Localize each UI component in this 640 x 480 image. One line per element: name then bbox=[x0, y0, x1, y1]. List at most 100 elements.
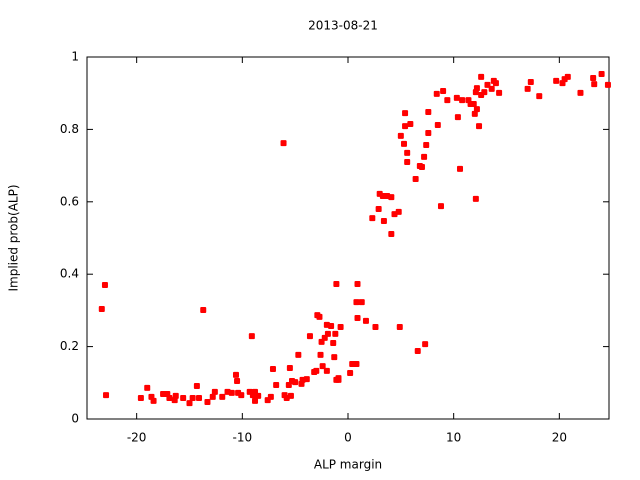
point bbox=[459, 97, 466, 104]
point bbox=[457, 165, 464, 172]
point bbox=[101, 282, 108, 289]
y-tick-label: 1 bbox=[71, 50, 79, 64]
point bbox=[255, 392, 262, 399]
point bbox=[358, 299, 365, 306]
point bbox=[234, 377, 241, 384]
point bbox=[280, 140, 287, 147]
point bbox=[137, 395, 144, 402]
point bbox=[252, 397, 259, 404]
point bbox=[228, 389, 235, 396]
point bbox=[492, 80, 499, 87]
point bbox=[269, 366, 276, 373]
point bbox=[193, 383, 200, 390]
x-tick-label: -10 bbox=[233, 431, 253, 445]
point bbox=[353, 360, 360, 367]
point bbox=[333, 280, 340, 287]
point bbox=[353, 299, 360, 306]
y-tick-label: 0.8 bbox=[60, 122, 79, 136]
point bbox=[316, 313, 323, 320]
point bbox=[402, 110, 409, 117]
point bbox=[470, 101, 477, 108]
point bbox=[306, 333, 313, 340]
point bbox=[313, 367, 320, 374]
x-tick-label: -20 bbox=[127, 431, 147, 445]
point bbox=[186, 400, 193, 407]
point bbox=[471, 110, 478, 117]
y-axis-label: Implied prob(ALP) bbox=[7, 184, 21, 291]
point bbox=[232, 371, 239, 378]
point bbox=[144, 384, 151, 391]
point bbox=[577, 89, 584, 96]
point bbox=[292, 379, 299, 386]
point bbox=[564, 73, 571, 80]
y-tick-label: 0 bbox=[71, 412, 79, 426]
point bbox=[388, 194, 395, 201]
point bbox=[248, 333, 255, 340]
point bbox=[590, 74, 597, 81]
point bbox=[323, 367, 330, 374]
point bbox=[395, 208, 402, 215]
x-tick-label: 20 bbox=[552, 431, 567, 445]
point bbox=[412, 175, 419, 182]
point bbox=[347, 370, 354, 377]
point bbox=[434, 122, 441, 129]
point bbox=[453, 94, 460, 101]
point bbox=[473, 85, 480, 92]
point bbox=[328, 322, 335, 329]
point bbox=[444, 97, 451, 104]
point bbox=[496, 89, 503, 96]
point bbox=[598, 71, 605, 78]
point bbox=[219, 393, 226, 400]
point bbox=[454, 114, 461, 121]
y-tick-label: 0.6 bbox=[60, 194, 79, 208]
point bbox=[476, 123, 483, 130]
point bbox=[404, 158, 411, 165]
point bbox=[488, 85, 495, 92]
plot-frame bbox=[86, 56, 610, 420]
point bbox=[414, 347, 421, 354]
point bbox=[425, 130, 432, 137]
point bbox=[380, 217, 387, 224]
point bbox=[369, 215, 376, 222]
point bbox=[286, 364, 293, 371]
point bbox=[553, 77, 560, 84]
point bbox=[330, 339, 337, 346]
point bbox=[478, 73, 485, 80]
point bbox=[331, 354, 338, 361]
point bbox=[423, 141, 430, 148]
point bbox=[200, 307, 207, 314]
point bbox=[150, 397, 157, 404]
x-axis-label: ALP margin bbox=[314, 458, 382, 472]
point bbox=[324, 330, 331, 337]
point bbox=[319, 363, 326, 370]
point bbox=[209, 393, 216, 400]
point bbox=[166, 395, 173, 402]
point bbox=[440, 88, 447, 95]
y-tick-label: 0.2 bbox=[60, 339, 79, 353]
x-tick-label: 0 bbox=[344, 431, 352, 445]
point bbox=[437, 203, 444, 210]
point bbox=[536, 93, 543, 100]
point bbox=[98, 305, 105, 312]
point bbox=[372, 324, 379, 331]
point bbox=[401, 140, 408, 147]
point bbox=[524, 85, 531, 92]
point bbox=[396, 324, 403, 331]
point bbox=[418, 164, 425, 171]
point bbox=[604, 81, 611, 88]
point bbox=[267, 393, 274, 400]
point bbox=[317, 351, 324, 358]
y-tick-label: 0.4 bbox=[60, 267, 79, 281]
point bbox=[407, 120, 414, 127]
point bbox=[103, 392, 110, 399]
point bbox=[404, 149, 411, 156]
point bbox=[354, 315, 361, 322]
x-tick-label: 10 bbox=[446, 431, 461, 445]
point bbox=[189, 395, 196, 402]
point bbox=[238, 392, 245, 399]
point bbox=[196, 395, 203, 402]
point bbox=[303, 376, 310, 383]
point bbox=[273, 381, 280, 388]
point bbox=[481, 89, 488, 96]
